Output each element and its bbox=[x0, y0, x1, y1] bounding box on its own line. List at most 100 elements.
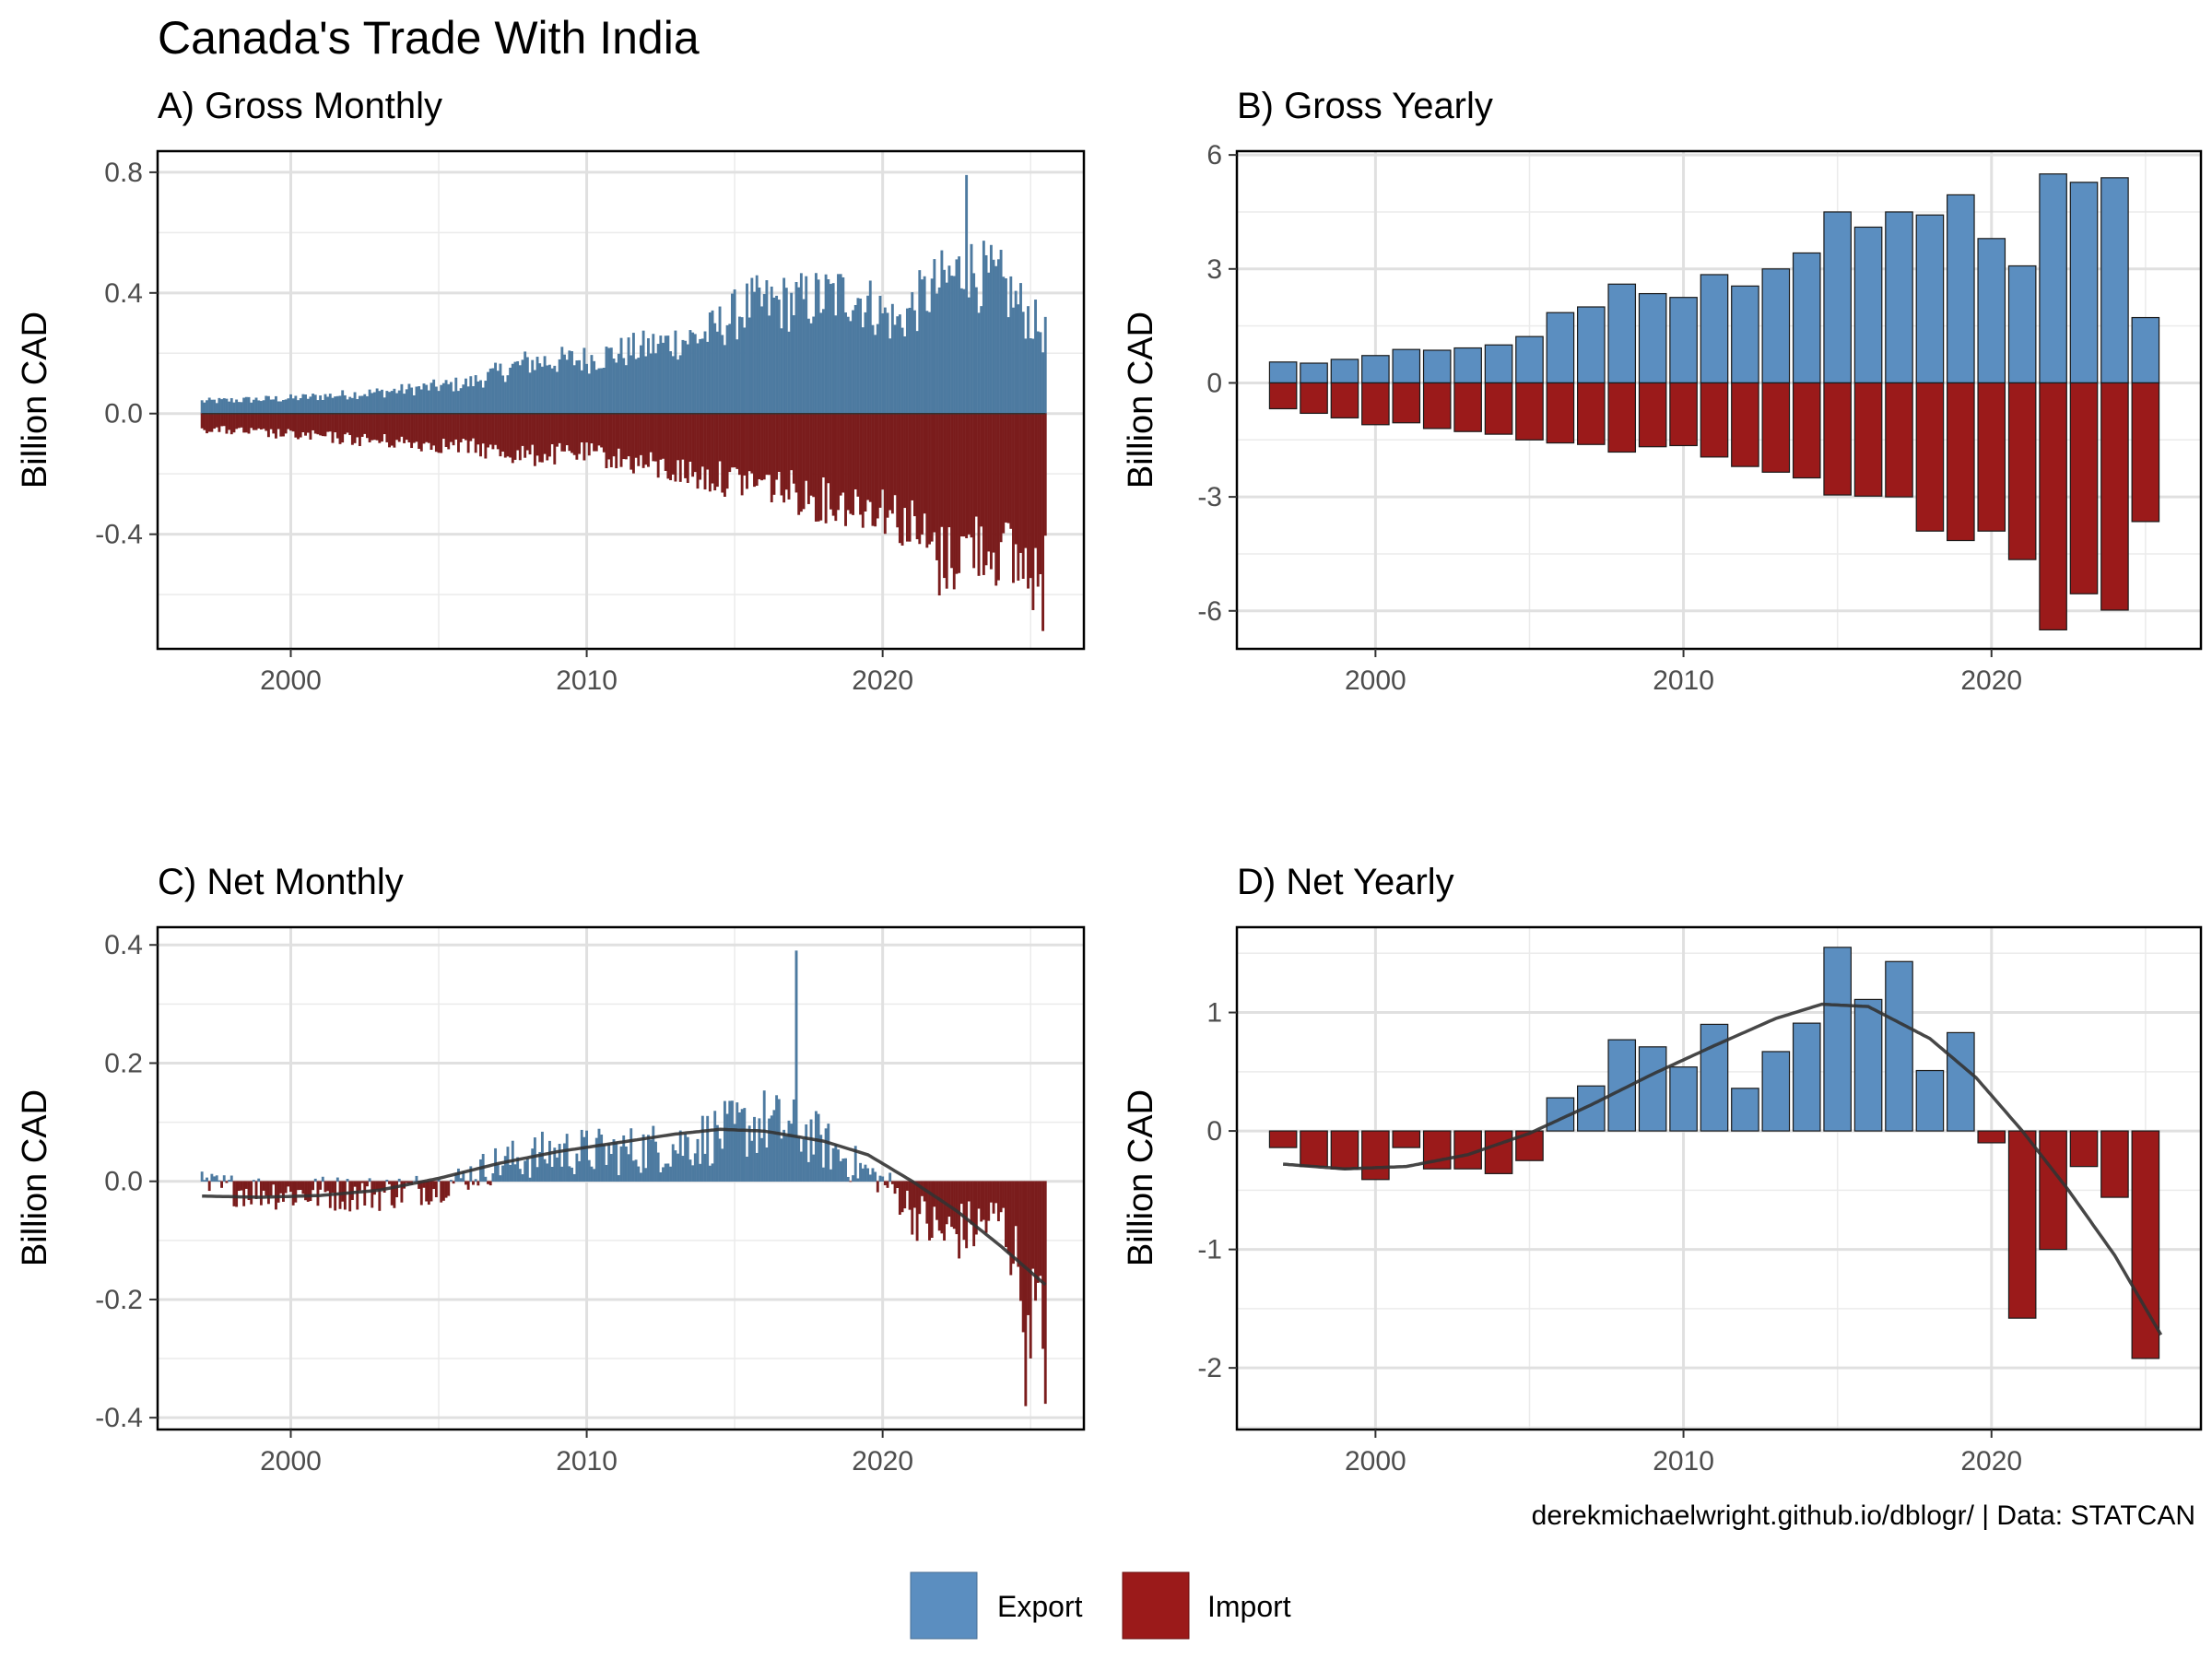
y-tick-label: 3 bbox=[1206, 254, 1222, 285]
bar-export-monthly bbox=[535, 357, 539, 415]
bar-net-import-monthly bbox=[395, 1181, 398, 1198]
bar-net-import-monthly bbox=[903, 1181, 907, 1209]
bar-net-export-monthly bbox=[203, 1180, 206, 1182]
bar-net-export-monthly bbox=[252, 1180, 255, 1182]
bar-net-export-monthly bbox=[597, 1128, 601, 1182]
panel-a-gross-monthly: -0.4 0.0 0.4 0.8 2000 2010 2020 Billion CAD bbox=[16, 149, 1086, 696]
bar-export-monthly bbox=[896, 316, 900, 415]
bar-import-monthly bbox=[306, 413, 310, 433]
bar-export-monthly bbox=[540, 366, 544, 415]
bars bbox=[1268, 947, 2160, 1359]
bar-net-export-monthly bbox=[878, 1175, 882, 1182]
bar-import-monthly bbox=[678, 413, 682, 482]
bar-export-monthly bbox=[930, 278, 934, 415]
bar-export-monthly bbox=[434, 386, 438, 415]
bar-export-2001 bbox=[1392, 348, 1421, 384]
bar-export-monthly bbox=[844, 312, 847, 415]
bar-import-monthly bbox=[933, 413, 936, 533]
bar-import-2000 bbox=[1361, 382, 1390, 426]
bar-net-export-monthly bbox=[743, 1108, 747, 1182]
bar-import-monthly bbox=[1036, 413, 1040, 587]
bar-import-monthly bbox=[269, 413, 273, 429]
bar-net-export-monthly bbox=[693, 1153, 697, 1182]
bar-export-monthly bbox=[326, 396, 330, 415]
bar-net-import-monthly bbox=[896, 1181, 900, 1189]
bar-import-monthly bbox=[762, 413, 766, 480]
bar-net-export-monthly bbox=[812, 1154, 816, 1182]
bar-export-monthly bbox=[792, 315, 795, 415]
bar-export-2015 bbox=[1823, 211, 1852, 384]
bar-net-export-monthly bbox=[708, 1165, 712, 1182]
bar-export-monthly bbox=[294, 395, 298, 415]
bar-import-monthly bbox=[533, 413, 536, 466]
bar-export-monthly bbox=[395, 393, 398, 415]
bar-net-export-monthly bbox=[647, 1135, 650, 1182]
bar-import-monthly bbox=[580, 413, 583, 442]
bar-export-monthly bbox=[410, 387, 414, 415]
bar-import-monthly bbox=[656, 413, 660, 478]
bar-net-export-monthly bbox=[750, 1140, 754, 1182]
bar-export-monthly bbox=[254, 397, 258, 415]
bar-export-monthly bbox=[465, 378, 467, 415]
bar-net-2014 bbox=[1792, 1022, 1821, 1132]
bar-export-monthly bbox=[955, 259, 959, 415]
bar-export-monthly bbox=[631, 333, 635, 415]
bar-import-monthly bbox=[454, 413, 458, 440]
bar-export-monthly bbox=[348, 396, 352, 415]
bar-import-monthly bbox=[883, 413, 887, 535]
bar-import-monthly bbox=[593, 413, 596, 452]
bar-net-export-monthly bbox=[397, 1178, 401, 1182]
bar-import-monthly bbox=[750, 413, 754, 474]
bar-net-export-monthly bbox=[753, 1116, 756, 1182]
bar-net-import-monthly bbox=[1041, 1181, 1045, 1349]
bar-export-monthly bbox=[282, 400, 285, 415]
bar-import-monthly bbox=[309, 413, 312, 440]
bar-net-export-monthly bbox=[474, 1179, 477, 1182]
bar-export-monthly bbox=[509, 367, 512, 415]
bar-net-export-monthly bbox=[775, 1095, 779, 1182]
bar-import-monthly bbox=[535, 413, 539, 456]
bar-import-monthly bbox=[1043, 413, 1047, 536]
bar-net-export-monthly bbox=[797, 1136, 801, 1182]
bar-export-monthly bbox=[341, 390, 345, 415]
bar-net-export-monthly bbox=[671, 1144, 675, 1182]
bar-export-monthly bbox=[918, 270, 922, 415]
bar-export-monthly bbox=[558, 359, 561, 415]
bar-net-export-monthly bbox=[777, 1099, 781, 1182]
bar-export-monthly bbox=[1006, 317, 1010, 415]
bar-export-monthly bbox=[447, 383, 451, 415]
bar-export-monthly bbox=[718, 306, 722, 415]
bar-import-2016 bbox=[1853, 382, 1883, 497]
bar-net-import-monthly bbox=[429, 1181, 433, 1202]
bar-export-monthly bbox=[479, 380, 482, 415]
bar-export-monthly bbox=[893, 324, 897, 415]
bar-net-import-monthly bbox=[1014, 1181, 1018, 1227]
bar-export-monthly bbox=[488, 368, 492, 415]
bar-import-monthly bbox=[866, 413, 870, 500]
bar-export-monthly bbox=[846, 316, 850, 415]
bar-export-monthly bbox=[600, 368, 604, 415]
bar-export-monthly bbox=[715, 331, 719, 415]
bar-import-monthly bbox=[474, 413, 477, 453]
bar-import-2019 bbox=[1947, 382, 1975, 542]
bar-import-monthly bbox=[590, 413, 594, 444]
bar-import-monthly bbox=[568, 413, 571, 452]
bar-net-export-monthly bbox=[834, 1144, 838, 1182]
bar-net-export-monthly bbox=[699, 1163, 702, 1182]
bar-net-export-monthly bbox=[538, 1151, 542, 1182]
bar-net-export-monthly bbox=[571, 1167, 573, 1182]
bar-import-monthly bbox=[853, 413, 857, 489]
bar-import-monthly bbox=[864, 413, 867, 512]
bar-net-export-monthly bbox=[688, 1159, 692, 1182]
bar-net-import-monthly bbox=[1012, 1181, 1015, 1265]
bar-export-monthly bbox=[647, 337, 650, 415]
bar-export-monthly bbox=[381, 389, 383, 415]
bar-export-monthly bbox=[572, 365, 576, 415]
bar-export-monthly bbox=[817, 279, 820, 415]
bar-import-monthly bbox=[1029, 413, 1032, 579]
legend-label-import: Import bbox=[1207, 1590, 1291, 1623]
bar-import-monthly bbox=[516, 413, 520, 451]
bar-export-monthly bbox=[950, 276, 954, 415]
bar-export-monthly bbox=[531, 359, 535, 415]
bar-export-monthly bbox=[393, 388, 396, 415]
